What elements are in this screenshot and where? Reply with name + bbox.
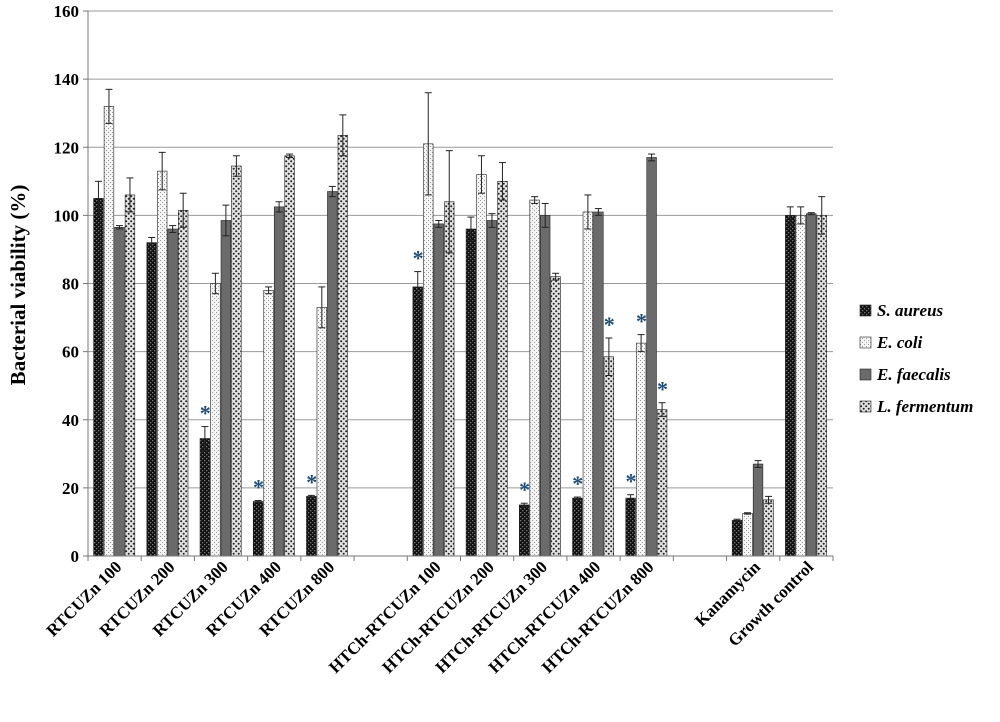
bar [327,191,338,557]
significance-marker: * [636,309,647,334]
significance-markers: * * * * * * * * * * [200,246,668,503]
y-tick-label: 20 [62,479,79,498]
bar [529,199,540,557]
bar [731,519,743,557]
bar [816,215,827,557]
bar [210,283,221,557]
bar [423,143,434,557]
bar [486,220,498,557]
bar [572,497,583,557]
significance-marker: * [200,401,211,426]
bar [103,106,115,557]
significance-marker: * [306,469,317,494]
bar [742,513,753,557]
legend-swatch [859,336,872,349]
significance-marker: * [657,377,668,402]
bar [519,504,530,557]
legend-swatch [859,400,872,413]
bar [465,228,477,557]
significance-marker: * [626,469,637,494]
bar [550,276,561,557]
legend-label: E. faecalis [876,365,951,384]
bar [806,213,817,557]
significance-marker: * [572,471,583,496]
legend-label: L. fermentum [876,397,973,416]
bar [412,286,423,557]
bar [540,215,551,557]
bar [603,356,615,557]
legend-swatch [859,368,872,381]
y-axis: 0 20 40 60 80 100 120 140 160 [54,2,89,566]
bar [582,211,594,557]
significance-marker: * [413,246,424,271]
bar [263,290,274,557]
bars [93,106,827,557]
bar [337,135,348,557]
bar [252,501,264,557]
y-tick-label: 100 [54,206,80,225]
bar [220,220,232,557]
bar [93,198,104,557]
y-tick-label: 140 [54,70,80,89]
y-axis-title: Bacterial viability (%) [6,185,30,386]
bar [625,497,636,557]
bar [497,181,508,557]
bar [476,174,487,557]
y-tick-label: 40 [62,411,79,430]
legend-label: S. aureus [877,301,944,320]
bar [433,223,444,557]
bar [635,342,647,557]
bar [157,170,168,557]
bar [763,499,774,557]
legend-label: E. coli [876,333,923,352]
legend: S. aureus E. coli E. faecalis L. fermentum [859,301,973,416]
bar [124,194,136,557]
significance-marker: * [519,477,530,502]
bar [646,157,657,557]
bar [231,165,242,557]
y-tick-label: 80 [62,275,79,294]
bar [199,438,211,557]
y-tick-label: 160 [54,2,80,21]
bar [167,228,178,557]
bar [316,307,327,557]
bar [444,201,455,557]
bar [656,409,668,557]
bar [178,209,189,557]
y-tick-label: 0 [71,547,80,566]
bar [785,215,796,557]
bar [146,242,157,557]
error-bars [94,88,826,522]
significance-marker: * [253,474,264,499]
bar [284,155,295,557]
legend-swatch [859,304,872,317]
significance-marker: * [604,312,615,337]
bar [114,226,125,557]
bar [752,463,764,557]
y-tick-label: 60 [62,343,79,362]
bar [593,211,604,557]
bar [273,206,285,557]
bar [306,496,317,557]
bar [795,215,806,557]
y-tick-label: 120 [54,138,80,157]
